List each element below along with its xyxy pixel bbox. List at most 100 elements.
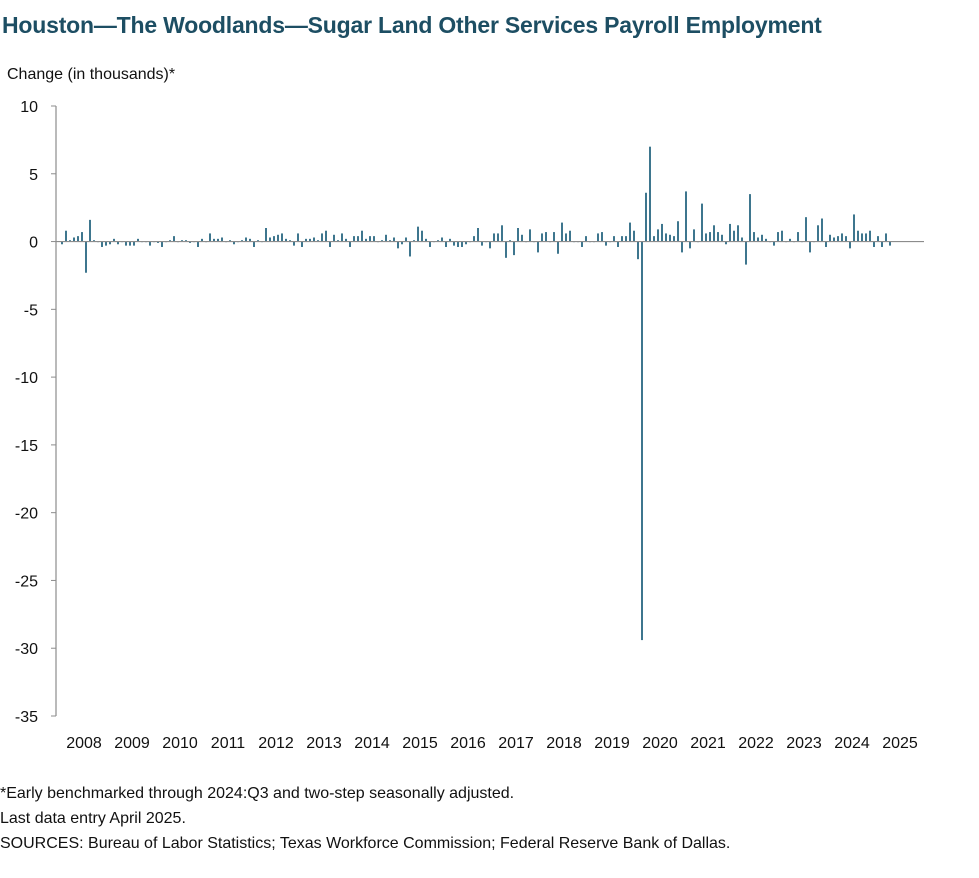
bar bbox=[209, 233, 211, 242]
bar bbox=[849, 241, 851, 249]
bar bbox=[213, 238, 215, 242]
bar bbox=[473, 236, 475, 242]
bar bbox=[381, 240, 383, 242]
bar bbox=[669, 234, 671, 242]
bar bbox=[761, 234, 763, 242]
bar bbox=[557, 241, 559, 254]
bar bbox=[881, 241, 883, 247]
bar bbox=[757, 237, 759, 242]
bar bbox=[161, 241, 163, 247]
y-tick-label: -15 bbox=[15, 438, 38, 455]
y-tick-label: 0 bbox=[29, 235, 38, 252]
bar bbox=[581, 241, 583, 247]
bar bbox=[501, 225, 503, 242]
bar bbox=[729, 223, 731, 242]
bar bbox=[293, 241, 295, 246]
y-tick-labels: 10 5 0 -5 -10 -15 -20 -25 -30 -35 bbox=[15, 99, 38, 726]
bar bbox=[521, 234, 523, 242]
x-tick-label: 2016 bbox=[450, 735, 486, 752]
bar bbox=[741, 237, 743, 242]
bar bbox=[509, 240, 511, 242]
bar bbox=[657, 229, 659, 242]
bar bbox=[665, 233, 667, 242]
bar bbox=[869, 230, 871, 242]
bar bbox=[713, 225, 715, 242]
bar bbox=[789, 238, 791, 242]
bar bbox=[701, 203, 703, 242]
bar bbox=[825, 241, 827, 247]
bar bbox=[385, 234, 387, 242]
bar bbox=[481, 241, 483, 246]
bar bbox=[85, 241, 87, 273]
y-axis-label: Change (in thousands)* bbox=[7, 66, 176, 83]
bar bbox=[361, 230, 363, 242]
bar bbox=[517, 228, 519, 242]
bar bbox=[389, 240, 391, 242]
bar bbox=[201, 238, 203, 242]
bar bbox=[565, 233, 567, 242]
bar bbox=[181, 240, 183, 242]
x-tick-label: 2010 bbox=[162, 735, 198, 752]
bar bbox=[349, 241, 351, 247]
bar bbox=[461, 241, 463, 247]
bar bbox=[401, 241, 403, 245]
bar-chart: 10 5 0 -5 -10 -15 -20 -25 -30 -35 2008 2009 2010 201… bbox=[15, 99, 924, 752]
bar bbox=[709, 232, 711, 242]
bar bbox=[369, 236, 371, 242]
x-tick-label: 2013 bbox=[306, 735, 342, 752]
bar bbox=[441, 237, 443, 242]
x-tick-label: 2011 bbox=[211, 735, 246, 752]
bar bbox=[505, 241, 507, 258]
bar bbox=[253, 241, 255, 247]
x-tick-label: 2024 bbox=[834, 735, 870, 752]
bar bbox=[829, 234, 831, 242]
bar bbox=[101, 241, 103, 247]
bar bbox=[137, 238, 139, 242]
x-tick-label: 2023 bbox=[786, 735, 822, 752]
bar bbox=[289, 240, 291, 242]
x-tick-label: 2020 bbox=[642, 735, 678, 752]
bar bbox=[545, 232, 547, 242]
bar bbox=[853, 214, 855, 242]
x-tick-label: 2014 bbox=[354, 735, 390, 752]
bar bbox=[373, 236, 375, 242]
bar bbox=[281, 233, 283, 242]
footnotes: *Early benchmarked through 2024:Q3 and t… bbox=[0, 781, 730, 856]
bar bbox=[765, 238, 767, 242]
bar bbox=[745, 241, 747, 265]
bar bbox=[425, 238, 427, 242]
bar bbox=[93, 240, 95, 242]
bar bbox=[405, 237, 407, 242]
bar bbox=[777, 232, 779, 242]
bar bbox=[245, 237, 247, 242]
bar bbox=[689, 241, 691, 249]
bar bbox=[737, 225, 739, 242]
bar bbox=[889, 241, 891, 246]
bar bbox=[353, 236, 355, 242]
y-tick-label: -10 bbox=[15, 370, 38, 387]
y-tick-label: 10 bbox=[20, 99, 38, 116]
bar bbox=[169, 240, 171, 242]
bar bbox=[877, 236, 879, 242]
bar bbox=[649, 146, 651, 242]
bar bbox=[537, 241, 539, 253]
bar bbox=[297, 233, 299, 242]
bar bbox=[681, 241, 683, 253]
bar bbox=[269, 237, 271, 242]
bar bbox=[845, 236, 847, 242]
bar bbox=[409, 241, 411, 257]
bar bbox=[317, 240, 319, 242]
bar-series bbox=[61, 146, 891, 641]
bar bbox=[621, 236, 623, 242]
bar bbox=[809, 241, 811, 253]
bar bbox=[453, 241, 455, 246]
bar bbox=[229, 240, 231, 242]
bar bbox=[673, 236, 675, 242]
bar bbox=[129, 241, 131, 246]
y-tick-label: -35 bbox=[15, 709, 38, 726]
bar bbox=[805, 217, 807, 242]
bar bbox=[873, 241, 875, 247]
bar bbox=[661, 223, 663, 242]
bar bbox=[321, 233, 323, 242]
bar bbox=[421, 230, 423, 242]
